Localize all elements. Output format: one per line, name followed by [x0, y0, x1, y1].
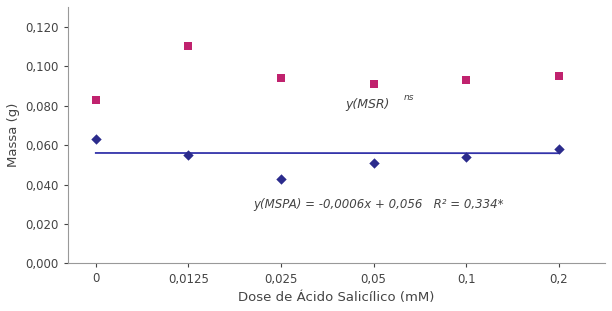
Point [184, 44, 193, 49]
Point [91, 137, 101, 142]
Point [554, 73, 564, 78]
Point [368, 160, 378, 165]
Point [184, 152, 193, 157]
Point [461, 77, 471, 82]
Point [554, 146, 564, 151]
Point [276, 176, 286, 181]
Y-axis label: Massa (g): Massa (g) [7, 103, 20, 167]
Point [461, 155, 471, 160]
Point [91, 97, 101, 102]
Point [276, 76, 286, 81]
X-axis label: Dose de Ácido Salicílico (mM): Dose de Ácido Salicílico (mM) [238, 291, 435, 304]
Text: ns: ns [403, 93, 414, 102]
Text: y(MSR): y(MSR) [346, 98, 390, 111]
Point [368, 81, 378, 86]
Text: y(MSPA) = -0,0006x + 0,056   R² = 0,334*: y(MSPA) = -0,0006x + 0,056 R² = 0,334* [253, 198, 504, 211]
